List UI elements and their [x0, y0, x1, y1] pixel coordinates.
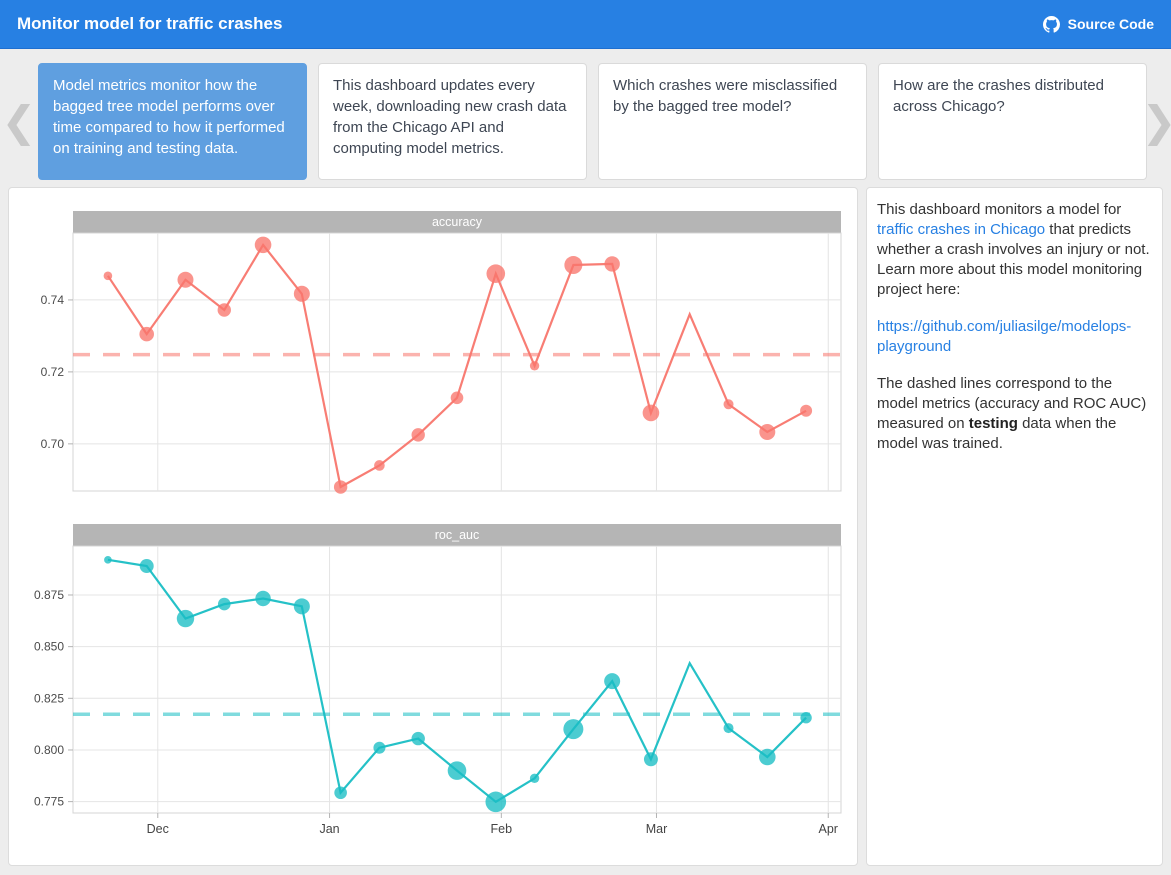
data-point — [643, 752, 658, 767]
data-point — [723, 399, 734, 410]
data-point — [447, 761, 467, 780]
facet-strip-label: accuracy — [432, 215, 483, 229]
data-point — [486, 264, 506, 283]
y-axis-label: 0.850 — [34, 640, 64, 654]
storyboard-card-misclassified[interactable]: Which crashes were misclassified by the … — [598, 63, 867, 180]
data-point — [411, 731, 425, 746]
data-point — [374, 460, 385, 471]
y-axis-label: 0.825 — [34, 691, 64, 705]
storyboard-card-text: How are the crashes distributed across C… — [893, 77, 1104, 115]
data-point — [759, 748, 776, 766]
data-point — [217, 597, 231, 611]
storyboard-card-weekly-updates[interactable]: This dashboard updates every week, downl… — [318, 63, 587, 180]
data-point — [450, 391, 464, 405]
description-paragraph: This dashboard monitors a model for traf… — [877, 200, 1152, 300]
storyboard-card-model-metrics[interactable]: Model metrics monitor how the bagged tre… — [38, 63, 307, 180]
data-point — [642, 404, 660, 422]
data-point — [604, 673, 621, 690]
plot-panel — [72, 232, 842, 492]
data-point — [254, 236, 272, 254]
y-axis-label: 0.74 — [41, 293, 65, 307]
data-point — [333, 480, 348, 494]
data-point — [255, 590, 271, 607]
next-arrow-icon[interactable]: ❯ — [1141, 63, 1171, 180]
plain-text: The dashed lines correspond to the model… — [877, 375, 1147, 432]
data-point — [373, 741, 386, 754]
metrics-faceted-chart: accuracy 0.70 0.72 0.74 roc_auc 0.775 0.800 0.8… — [34, 211, 842, 836]
y-axis-label: 0.70 — [41, 437, 65, 451]
data-point — [563, 719, 584, 740]
model-metrics-panel: accuracy 0.70 0.72 0.74 roc_auc 0.775 0.800 0.8… — [8, 187, 858, 866]
x-axis-label: Feb — [491, 822, 513, 836]
data-point — [293, 598, 310, 615]
description-panel: This dashboard monitors a model for traf… — [866, 187, 1163, 866]
data-point — [293, 285, 310, 302]
main-content: accuracy 0.70 0.72 0.74 roc_auc 0.775 0.800 0.8… — [0, 187, 1171, 866]
x-axis-label: Jan — [319, 822, 339, 836]
data-point — [103, 271, 113, 281]
data-point — [604, 256, 620, 272]
dashed-lines-paragraph: The dashed lines correspond to the model… — [877, 374, 1152, 454]
repo-link[interactable]: https://github.com/juliasilge/modelops-p… — [877, 318, 1132, 355]
inline-link[interactable]: traffic crashes in Chicago — [877, 221, 1046, 238]
data-point — [564, 256, 583, 275]
prev-arrow-icon[interactable]: ❮ — [1, 98, 37, 145]
storyboard-card-distribution[interactable]: How are the crashes distributed across C… — [878, 63, 1147, 180]
data-point — [800, 404, 813, 417]
navbar: Monitor model for traffic crashes Source… — [0, 0, 1171, 49]
data-point — [485, 791, 507, 813]
plain-text: that predicts whether a crash involves a… — [877, 221, 1150, 298]
repo-link-paragraph: https://github.com/juliasilge/modelops-p… — [877, 317, 1152, 357]
y-axis-label: 0.800 — [34, 743, 64, 757]
data-point — [176, 609, 195, 628]
data-point — [177, 271, 194, 288]
data-point — [723, 723, 734, 734]
data-point — [800, 712, 812, 724]
storyboard-card-text: Which crashes were misclassified by the … — [613, 77, 838, 115]
x-axis-label: Apr — [819, 822, 838, 836]
data-point — [759, 423, 776, 440]
storyboard-cards: Model metrics monitor how the bagged tre… — [38, 63, 1147, 180]
y-axis-label: 0.875 — [34, 588, 64, 602]
plain-text: This dashboard monitors a model for — [877, 201, 1122, 218]
data-point — [529, 361, 540, 371]
github-icon — [1042, 15, 1060, 33]
data-point — [217, 303, 231, 317]
app-title: Monitor model for traffic crashes — [17, 14, 283, 33]
x-axis-label: Mar — [646, 822, 668, 836]
facet-strip — [73, 524, 841, 546]
facet-strip — [73, 211, 841, 233]
y-axis-label: 0.775 — [34, 795, 64, 809]
data-point — [334, 786, 347, 800]
storyboard-card-text: This dashboard updates every week, downl… — [333, 77, 567, 157]
data-point — [139, 326, 154, 342]
x-axis-label: Dec — [147, 822, 169, 836]
storyboard-card-text: Model metrics monitor how the bagged tre… — [53, 77, 285, 157]
facet-strip-label: roc_auc — [435, 528, 479, 542]
data-point — [411, 428, 425, 442]
storyboard-nav: ❮ Model metrics monitor how the bagged t… — [0, 63, 1171, 180]
data-point — [139, 559, 154, 574]
source-code-link[interactable]: Source Code — [1042, 15, 1154, 33]
bold-text: testing — [968, 415, 1018, 432]
data-point — [529, 773, 540, 783]
source-code-label: Source Code — [1067, 16, 1154, 32]
y-axis-label: 0.72 — [41, 365, 65, 379]
data-point — [104, 556, 112, 564]
plain-text: data when the model was trained. — [877, 415, 1117, 452]
